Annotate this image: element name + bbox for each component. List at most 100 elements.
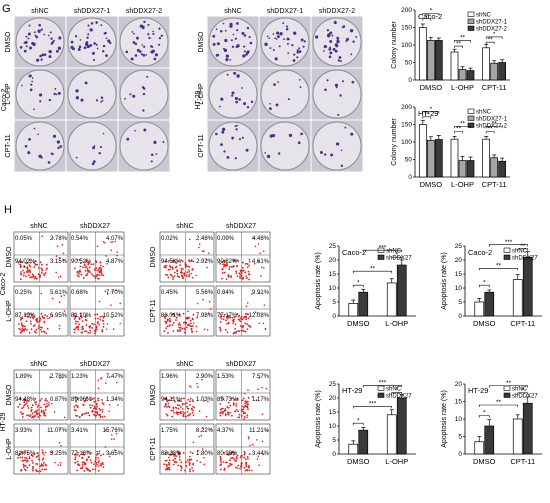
event-dot	[248, 278, 251, 281]
event-dot	[196, 382, 198, 385]
plate-column-label: shDDX27-2	[126, 8, 162, 15]
colony-dot	[215, 28, 218, 31]
event-dot	[76, 274, 79, 277]
event-dot	[188, 266, 191, 268]
colony-dot	[298, 50, 302, 53]
event-dot	[196, 459, 198, 462]
colony-dot	[47, 161, 51, 164]
event-dot	[41, 449, 44, 451]
event-dot	[21, 459, 24, 462]
colony-dot	[223, 150, 226, 153]
event-dot	[90, 399, 92, 401]
event-dot	[29, 316, 32, 319]
y-tick-label: 0	[458, 313, 462, 320]
colony-dot	[102, 50, 105, 53]
event-dot	[51, 297, 54, 300]
event-dot	[79, 312, 82, 315]
event-dot	[244, 312, 247, 315]
chart-title: HT-29	[342, 386, 362, 395]
event-dot	[166, 325, 169, 328]
colony-plate-grid-caco2: shNC shDDX27-1 shDDX27-2DMSOL-OHPCPT-11Cac…	[1, 8, 170, 172]
event-dot	[191, 268, 194, 270]
event-dot	[29, 271, 32, 274]
event-dot	[168, 324, 171, 327]
event-dot	[180, 267, 183, 270]
event-dot	[177, 260, 179, 263]
y-tick-label: 10	[455, 285, 463, 292]
colony-dot	[236, 29, 239, 32]
event-dot	[28, 259, 31, 261]
event-dot	[58, 327, 61, 330]
event-dot	[247, 466, 250, 469]
event-dot	[183, 274, 186, 277]
event-dot	[243, 418, 245, 420]
event-dot	[95, 411, 98, 414]
colony-dot	[291, 44, 294, 47]
event-dot	[39, 326, 42, 329]
significance-mark: **	[520, 243, 526, 250]
event-dot	[172, 278, 174, 281]
flow-column-label: shDDX27	[226, 223, 256, 230]
event-dot	[30, 323, 32, 325]
event-dot	[245, 464, 248, 466]
event-dot	[74, 458, 76, 461]
event-dot	[39, 328, 42, 331]
event-dot	[248, 264, 251, 267]
significance-mark: ***	[369, 401, 377, 408]
colony-dot	[278, 45, 281, 48]
event-dot	[108, 376, 111, 378]
flow-column-label: shNC	[30, 361, 48, 368]
event-dot	[263, 304, 266, 307]
colony-dot	[33, 31, 36, 34]
event-dot	[62, 252, 65, 255]
event-dot	[28, 464, 31, 467]
event-dot	[205, 258, 208, 261]
y-tick-label: 25	[329, 381, 337, 388]
colony-dot	[339, 94, 342, 97]
event-dot	[244, 392, 246, 395]
quadrant-value-ll: 77.18%	[71, 451, 92, 457]
event-dot	[172, 330, 175, 333]
event-dot	[26, 405, 29, 407]
event-dot	[109, 452, 111, 455]
event-dot	[26, 466, 29, 469]
colony-dot	[78, 45, 82, 49]
event-dot	[88, 326, 91, 329]
event-dot	[104, 290, 107, 293]
colony-dot	[336, 37, 340, 40]
bar	[474, 441, 485, 455]
legend-label: shDDX27	[512, 256, 538, 262]
significance-mark: *	[357, 417, 360, 424]
y-tick-label: 5	[332, 299, 336, 306]
event-dot	[89, 406, 92, 409]
colony-dot	[241, 136, 244, 139]
event-dot	[198, 410, 201, 412]
colony-dot	[99, 145, 102, 149]
event-dot	[168, 459, 171, 462]
event-dot	[38, 320, 41, 323]
flow-plot-frame	[13, 231, 69, 283]
event-dot	[168, 466, 170, 469]
event-dot	[98, 266, 101, 269]
event-dot	[97, 387, 100, 389]
event-dot	[243, 450, 246, 453]
event-dot	[42, 457, 45, 460]
colony-dot	[334, 43, 339, 47]
event-dot	[232, 453, 235, 456]
event-dot	[260, 266, 263, 269]
colony-dot	[273, 83, 276, 86]
event-dot	[244, 322, 247, 325]
event-dot	[244, 271, 247, 274]
colony-dot	[216, 42, 220, 46]
event-dot	[87, 263, 90, 266]
event-dot	[180, 469, 182, 472]
event-dot	[97, 399, 100, 402]
colony-dot	[231, 45, 235, 48]
event-dot	[178, 313, 181, 316]
quadrant-value-ll: 94.58%	[161, 259, 182, 265]
x-tick-label: CPT-11	[510, 457, 535, 466]
colony-dot	[315, 35, 319, 39]
event-dot	[223, 271, 226, 274]
event-dot	[111, 316, 113, 318]
event-dot	[77, 275, 80, 278]
